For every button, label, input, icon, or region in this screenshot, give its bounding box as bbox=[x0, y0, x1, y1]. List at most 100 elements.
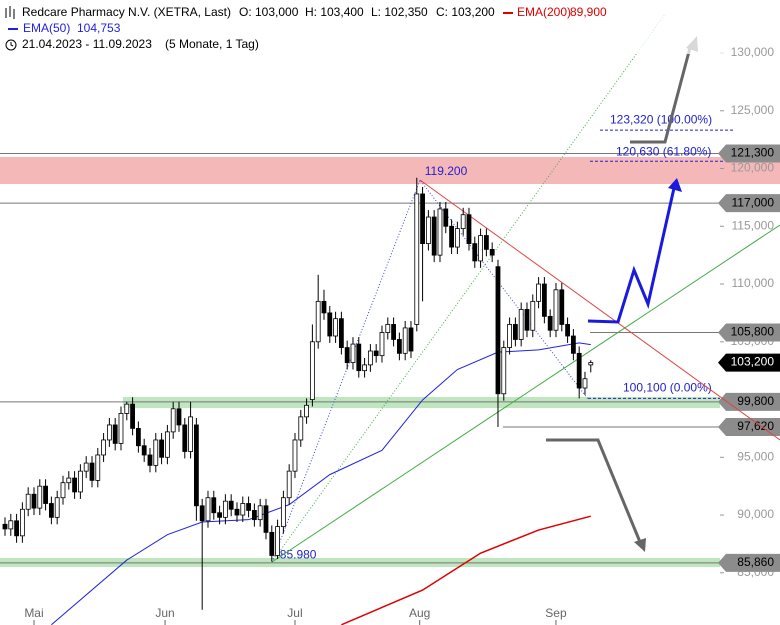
candle-body bbox=[205, 497, 211, 522]
candle-body bbox=[547, 315, 553, 331]
candle-body bbox=[199, 505, 205, 522]
candle-body bbox=[385, 324, 391, 333]
candle-body bbox=[188, 416, 193, 452]
level-label: 121,300 bbox=[731, 146, 775, 160]
candle-icon bbox=[5, 6, 15, 19]
candle-body bbox=[309, 341, 315, 400]
candle-body bbox=[217, 512, 222, 518]
candle-body bbox=[588, 362, 594, 366]
trend-line bbox=[271, 224, 780, 563]
x-tick-label: Mai bbox=[24, 606, 43, 620]
level-label-box bbox=[718, 353, 780, 372]
level-label: 105,800 bbox=[731, 325, 775, 339]
candle-body bbox=[14, 520, 19, 537]
candle-body bbox=[170, 408, 176, 433]
candle-body bbox=[234, 508, 240, 516]
level-label: 97,620 bbox=[737, 419, 774, 433]
level-label-box bbox=[718, 144, 780, 163]
candle-body bbox=[530, 300, 536, 331]
point-label: 119.200 bbox=[425, 164, 468, 178]
level-label: 85,860 bbox=[737, 555, 774, 569]
candle-body bbox=[37, 485, 43, 509]
candle-body bbox=[460, 214, 466, 229]
candle-body bbox=[130, 403, 135, 429]
candle-body bbox=[101, 439, 106, 456]
candle-body bbox=[501, 347, 507, 395]
candle-body bbox=[228, 500, 234, 510]
candle-body bbox=[269, 531, 275, 556]
y-tick-label: 130,000 bbox=[731, 45, 775, 59]
candle-body bbox=[315, 300, 321, 343]
candle-body bbox=[280, 497, 286, 527]
candle-body bbox=[8, 520, 14, 530]
candle-body bbox=[565, 324, 570, 337]
candle-body bbox=[367, 350, 373, 366]
y-tick-label: 90,000 bbox=[737, 507, 774, 521]
x-tick-label: Jul bbox=[287, 606, 302, 620]
candle-body bbox=[425, 216, 431, 245]
ohlc: O: 103,000 bbox=[239, 5, 299, 19]
ohlc: L: 102,350 bbox=[371, 5, 428, 19]
candle-body bbox=[193, 424, 199, 507]
candle-body bbox=[483, 235, 489, 250]
clock-icon bbox=[5, 39, 17, 51]
candle-body bbox=[89, 462, 95, 481]
candle-body bbox=[292, 439, 298, 472]
y-tick-label: 125,000 bbox=[731, 103, 775, 117]
candle-body bbox=[95, 454, 101, 481]
arrow bbox=[587, 187, 676, 324]
candle-body bbox=[507, 324, 512, 348]
y-tick-label: 95,000 bbox=[737, 449, 774, 463]
candle-body bbox=[420, 193, 425, 245]
candle-body bbox=[512, 324, 518, 340]
candle-body bbox=[373, 350, 379, 357]
candle-body bbox=[31, 493, 37, 509]
candle-body bbox=[124, 403, 130, 414]
candle-body bbox=[112, 424, 118, 444]
candle-body bbox=[466, 214, 472, 245]
candle-body bbox=[48, 503, 54, 518]
support-zone bbox=[123, 397, 720, 408]
candle-body bbox=[298, 416, 304, 441]
candle-body bbox=[60, 482, 66, 499]
arrow bbox=[630, 43, 693, 144]
candle-body bbox=[147, 454, 153, 466]
candle-body bbox=[344, 347, 350, 363]
candle-body bbox=[106, 424, 112, 441]
candle-body bbox=[362, 364, 367, 372]
level-label: 99,800 bbox=[737, 394, 774, 408]
candle-body bbox=[478, 235, 483, 262]
candle-body bbox=[176, 408, 182, 426]
candle-body bbox=[408, 327, 414, 352]
candle-body bbox=[443, 208, 449, 227]
candle-body bbox=[559, 289, 565, 325]
candle-body bbox=[257, 505, 263, 521]
candle-body bbox=[141, 445, 147, 456]
arrow-head bbox=[668, 178, 682, 192]
candle-body bbox=[327, 312, 333, 337]
candle-body bbox=[391, 324, 396, 340]
candle-body bbox=[286, 470, 292, 499]
candle-body bbox=[251, 510, 257, 521]
ohlc: H: 103,400 bbox=[305, 5, 364, 19]
level-label: 103,200 bbox=[731, 355, 775, 369]
header: Redcare Pharmacy N.V. (XETRA, Last) O: 1… bbox=[0, 0, 730, 54]
candle-body bbox=[182, 424, 188, 452]
candle-body bbox=[135, 428, 141, 447]
ema-line bbox=[341, 515, 591, 625]
candle-body bbox=[576, 352, 582, 389]
candle-body bbox=[553, 289, 559, 331]
candle-body bbox=[153, 439, 159, 466]
candle-body bbox=[164, 431, 170, 458]
y-tick-label: 115,000 bbox=[732, 218, 775, 232]
trend-line bbox=[419, 179, 780, 441]
candle-body bbox=[338, 318, 344, 348]
clock-icon bbox=[10, 42, 14, 47]
candle-body bbox=[66, 477, 72, 484]
title: Redcare Pharmacy N.V. (XETRA, Last) bbox=[22, 5, 231, 19]
candle-body bbox=[77, 470, 83, 493]
candle-body bbox=[379, 332, 385, 357]
y-tick-label: 120,000 bbox=[731, 161, 775, 175]
ohlc: C: 103,200 bbox=[436, 5, 495, 19]
